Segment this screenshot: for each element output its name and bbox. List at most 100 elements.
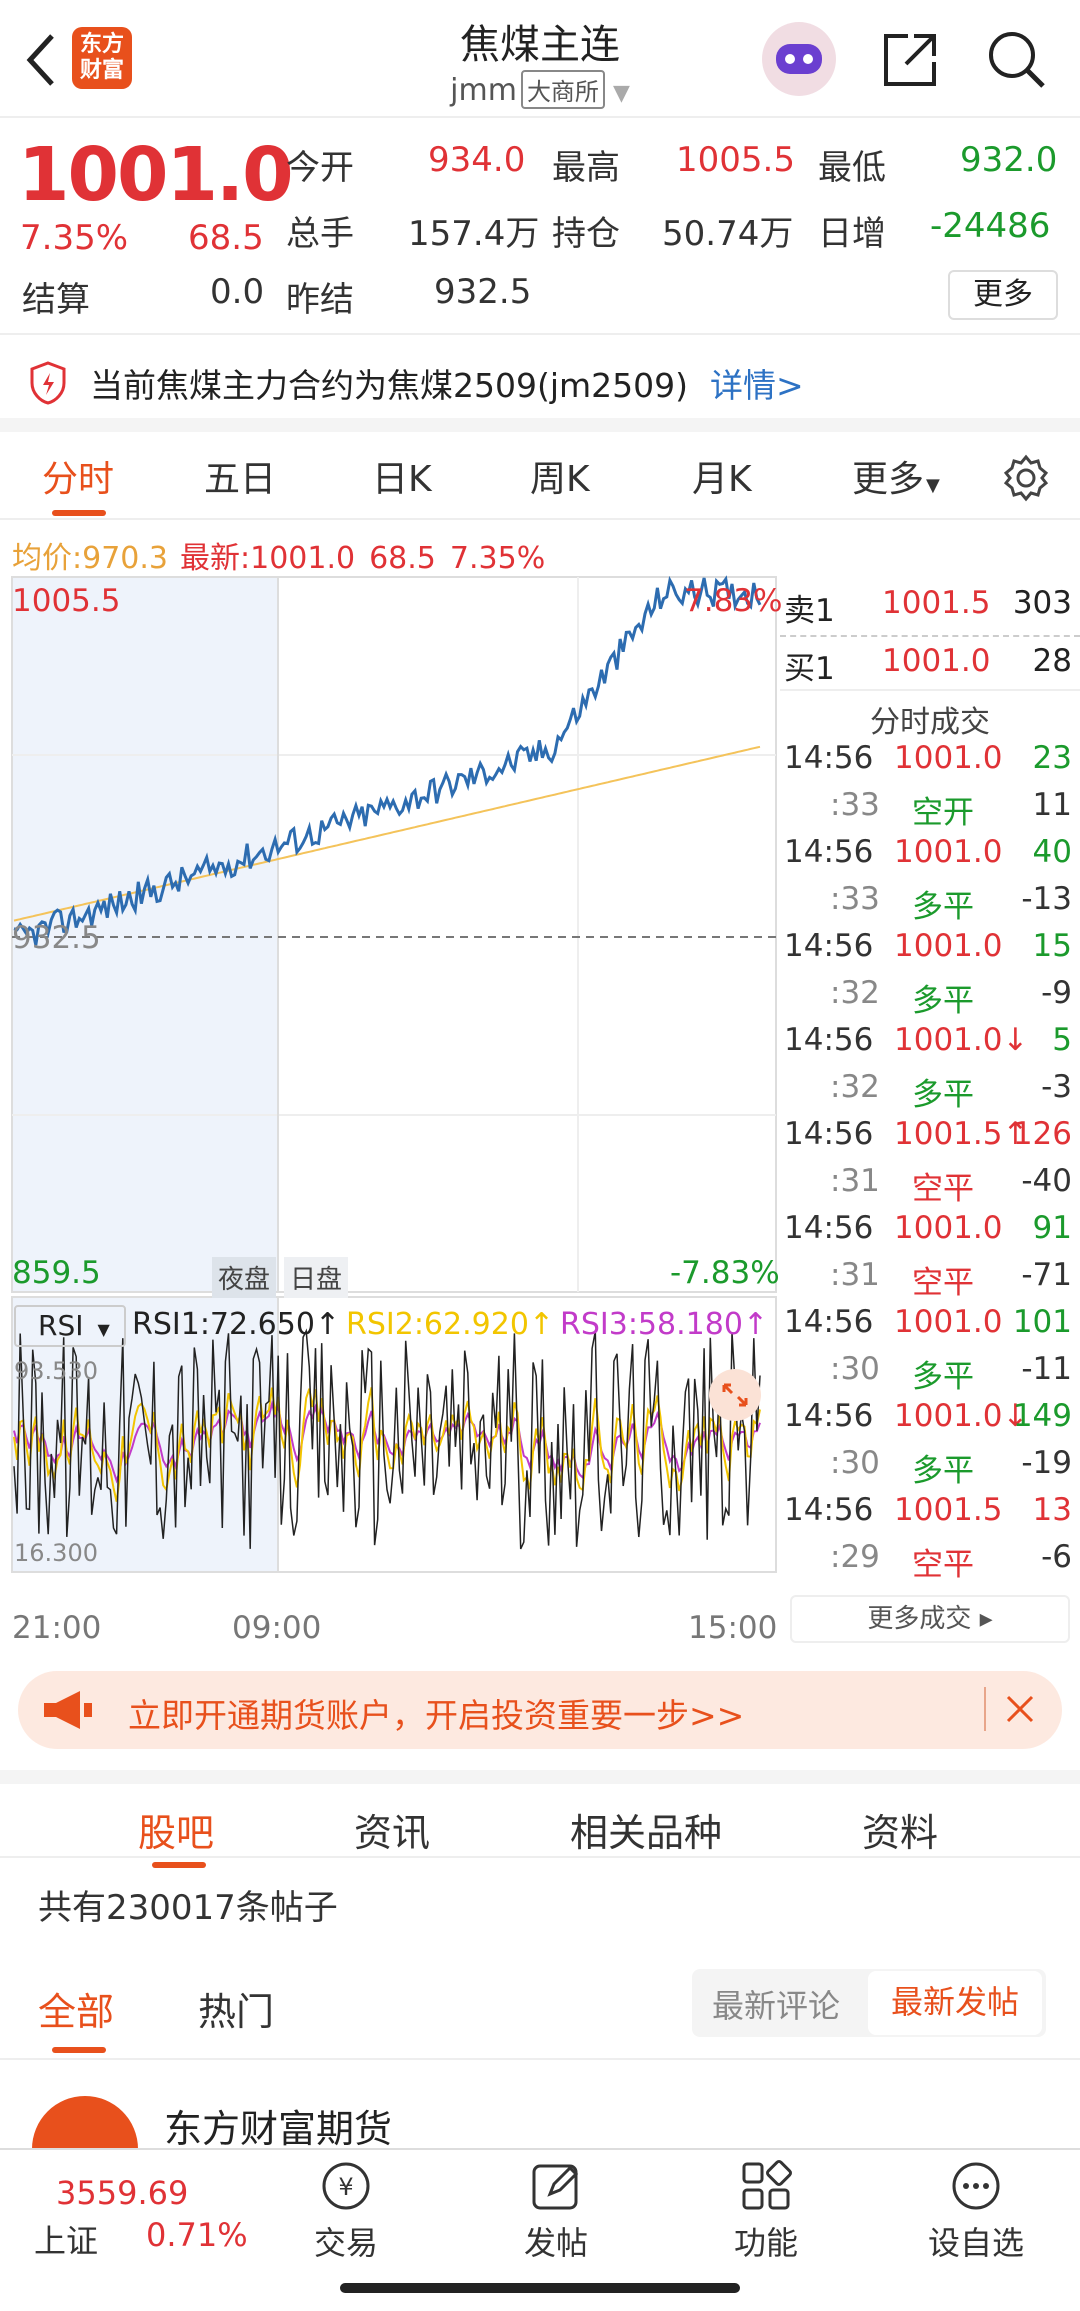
- tick-row: 14:56 1001.0 15: [784, 928, 1072, 964]
- tick-subrow: :30 多平 -11: [830, 1351, 1072, 1395]
- price-line: [13, 575, 762, 946]
- open-value: 934.0: [428, 140, 526, 180]
- rsi1-line: [13, 1328, 761, 1550]
- daily-inc-value: -24486: [930, 206, 1051, 246]
- open-label: 今开: [286, 148, 354, 188]
- rsi-max: 93.530: [14, 1357, 98, 1385]
- post-item[interactable]: 东方财富期货: [0, 2080, 1080, 2202]
- promo-banner[interactable]: 立即开通期货账户，开启投资重要一步>>: [18, 1671, 1062, 1749]
- bottom-nav: 3559.69 上证 0.71% ¥ 交易 发帖 功能 设自选: [0, 2148, 1080, 2311]
- page-title: 焦煤主连: [460, 22, 620, 68]
- low-value: 932.0: [960, 140, 1058, 180]
- chart-base-price: 932.5: [12, 920, 101, 956]
- prev-settle-label: 昨结: [286, 280, 354, 320]
- daily-inc-label: 日增: [818, 214, 886, 254]
- search-icon[interactable]: [985, 28, 1049, 92]
- high-value: 1005.5: [676, 140, 795, 180]
- tab-five-day[interactable]: 五日: [204, 459, 277, 500]
- svg-text:¥: ¥: [338, 2173, 353, 2201]
- post-filter-tabs: 全部 热门 最新评论 最新发帖: [0, 1965, 1080, 2060]
- tick-subrow: :31 空平 -40: [830, 1163, 1072, 1207]
- rsi-select[interactable]: RSI ▼: [14, 1305, 126, 1347]
- rsi-min: 16.300: [14, 1539, 98, 1567]
- home-indicator: [340, 2283, 740, 2293]
- app-logo: 东方 财富: [72, 27, 132, 89]
- order-book-panel: 卖1 1001.5 303 买1 1001.0 28 分时成交 14:56 1001.0 2…: [780, 575, 1080, 1655]
- tab-guba[interactable]: 股吧: [138, 1811, 215, 1855]
- sort-toggle: 最新评论 最新发帖: [692, 1969, 1046, 2037]
- x-label-mid: 09:00: [232, 1610, 322, 1646]
- quote-more-button[interactable]: 更多: [948, 270, 1058, 320]
- tab-all[interactable]: 全部: [38, 1990, 115, 2034]
- nav-watchlist[interactable]: 设自选: [916, 2158, 1036, 2264]
- tab-active-indicator: [52, 2047, 106, 2053]
- contract-subtitle[interactable]: jmm 大商所 ▼: [340, 70, 740, 109]
- tab-hot[interactable]: 热门: [198, 1990, 275, 2034]
- settings-gear-icon[interactable]: [1002, 454, 1050, 502]
- post-count: 共有230017条帖子: [38, 1888, 338, 1928]
- tab-monthly-k[interactable]: 月K: [692, 459, 752, 500]
- low-label: 最低: [818, 148, 886, 188]
- ticks-title: 分时成交: [870, 705, 990, 740]
- more-trades-button[interactable]: 更多成交 ▸: [790, 1595, 1070, 1643]
- rsi1-value: RSI1:72.650↑: [132, 1307, 341, 1342]
- chart-period-tabs: 分时 五日 日K 周K 月K 更多 ▼: [0, 432, 1080, 520]
- tick-subrow: :32 多平 -9: [830, 975, 1072, 1019]
- prev-settle-value: 932.5: [434, 272, 532, 312]
- notice-details-link[interactable]: 详情>: [710, 366, 804, 405]
- rsi-panel-frame: [11, 1296, 777, 1573]
- share-icon[interactable]: [880, 30, 940, 90]
- day-session-label: 日盘: [284, 1257, 349, 1298]
- nav-post[interactable]: 发帖: [496, 2158, 616, 2264]
- chart-bottom-price: 859.5: [12, 1255, 101, 1291]
- shield-alert-icon: [30, 361, 66, 405]
- tab-active-indicator: [52, 510, 106, 516]
- tab-data[interactable]: 资料: [862, 1811, 939, 1855]
- x-label-start: 21:00: [12, 1610, 102, 1646]
- assistant-robot-icon[interactable]: [762, 22, 836, 96]
- chart-top-price: 1005.5: [12, 583, 121, 619]
- ask1-row: 卖1 1001.5 303: [784, 585, 1072, 629]
- chart-bottom-pct: -7.83%: [670, 1255, 780, 1291]
- sort-latest-post[interactable]: 最新发帖: [868, 1971, 1042, 2035]
- tick-row: 14:56 1001.0 91: [784, 1210, 1072, 1246]
- tab-intraday[interactable]: 分时: [42, 459, 115, 500]
- tab-related[interactable]: 相关品种: [570, 1811, 723, 1855]
- tab-daily-k[interactable]: 日K: [372, 459, 432, 500]
- quote-panel: 1001.0 7.35% 68.5 结算 0.0 今开 934.0 最高 100…: [0, 120, 1080, 335]
- tick-row: 14:56 1001.5↑ 126: [784, 1116, 1072, 1152]
- x-label-end: 15:00: [688, 1610, 778, 1646]
- rsi3-value: RSI3:58.180↑: [560, 1307, 769, 1342]
- chart-svg: [11, 575, 777, 1573]
- trade-icon: ¥: [322, 2162, 370, 2210]
- high-label: 最高: [552, 148, 620, 188]
- index-value[interactable]: 3559.69: [56, 2174, 189, 2212]
- back-icon[interactable]: [20, 30, 64, 90]
- dropdown-icon: ▼: [926, 475, 940, 496]
- nav-trade[interactable]: ¥ 交易: [286, 2158, 406, 2264]
- tick-row: 14:56 1001.0 101: [784, 1304, 1072, 1340]
- tick-row: 14:56 1001.0↓ 5: [784, 1022, 1072, 1058]
- tab-news[interactable]: 资讯: [354, 1811, 431, 1855]
- price-panel-frame: [11, 576, 777, 1293]
- oi-value: 50.74万: [662, 214, 794, 254]
- header: 东方 财富 焦煤主连 jmm 大商所 ▼: [0, 0, 1080, 118]
- nav-functions[interactable]: 功能: [706, 2158, 826, 2264]
- index-change: 0.71%: [146, 2216, 248, 2254]
- tab-weekly-k[interactable]: 周K: [530, 459, 590, 500]
- community-tabs: 股吧 资讯 相关品种 资料: [0, 1770, 1080, 1868]
- night-session-label: 夜盘: [212, 1257, 277, 1298]
- expand-icon[interactable]: [709, 1369, 761, 1421]
- close-icon[interactable]: [1002, 1691, 1038, 1727]
- tick-subrow: :31 空平 -71: [830, 1257, 1072, 1301]
- last-price: 1001.0: [18, 132, 294, 218]
- intraday-chart[interactable]: 1005.5 7.83% 932.5 859.5 -7.83% 夜盘 日盘 RS…: [0, 575, 783, 1655]
- sort-latest-comment[interactable]: 最新评论: [712, 1987, 841, 2025]
- index-name: 上证: [34, 2222, 99, 2260]
- tab-more[interactable]: 更多 ▼: [852, 459, 940, 500]
- exchange-badge: 大商所: [520, 70, 605, 109]
- oi-label: 持仓: [552, 214, 620, 254]
- chart-top-pct: 7.83%: [684, 583, 783, 619]
- post-author[interactable]: 东方财富期货: [164, 2107, 393, 2151]
- tick-subrow: :30 多平 -19: [830, 1445, 1072, 1489]
